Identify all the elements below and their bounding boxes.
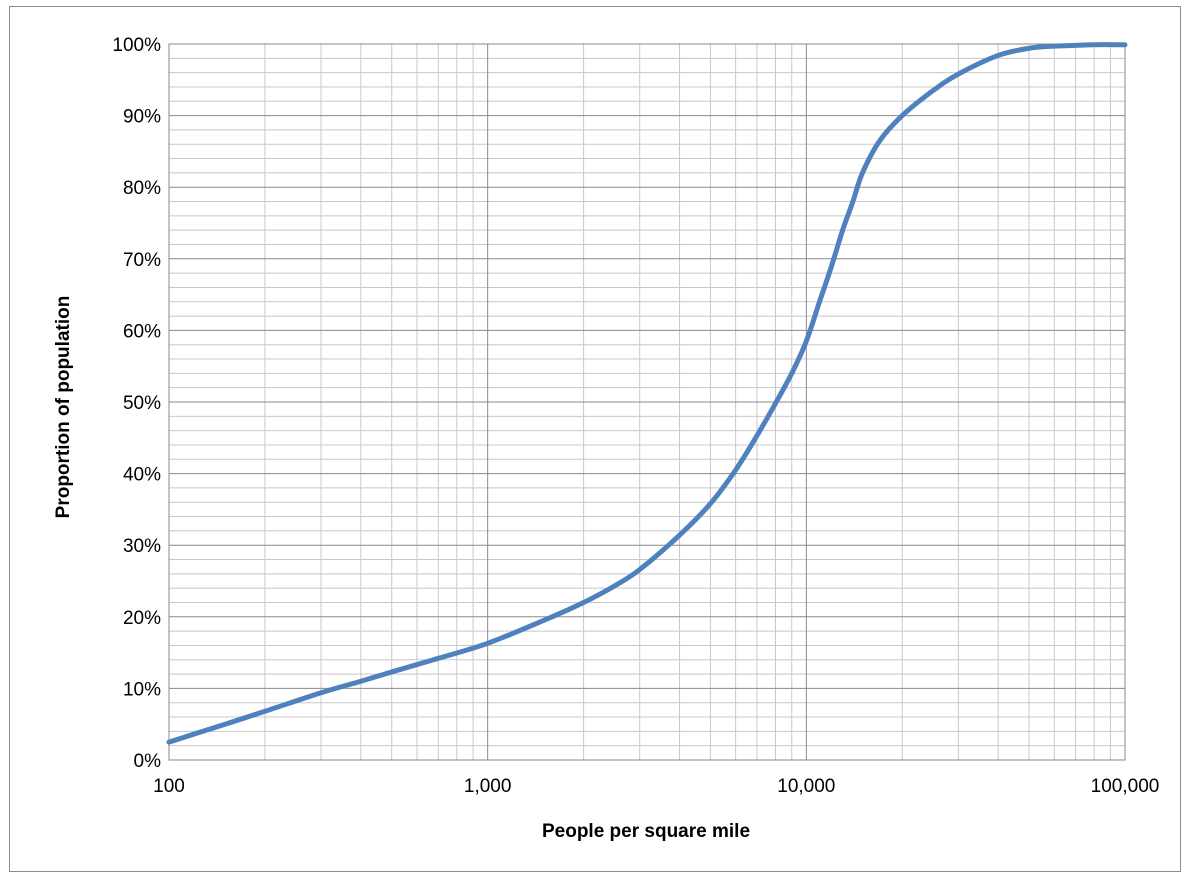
y-tick-label: 40% [123, 465, 161, 486]
y-tick-label: 50% [123, 393, 161, 414]
x-tick-label: 10,000 [777, 776, 835, 797]
series-line [166, 42, 1128, 745]
series-layer [166, 42, 1128, 745]
y-tick-label: 30% [123, 536, 161, 557]
y-axis-title: Proportion of population [53, 296, 74, 519]
plot-area-border [168, 43, 1126, 761]
x-tick-label: 1,000 [464, 776, 512, 797]
x-tick-label: 100 [153, 776, 185, 797]
y-tick-label: 70% [123, 250, 161, 271]
y-tick-label: 20% [123, 608, 161, 629]
line-chart: 0% 10% 20% 30% 40% 50% 60% 70% 80% 90% 100% 100 1,0… [53, 35, 1159, 842]
y-tick-label: 90% [123, 107, 161, 128]
x-tick-label: 100,000 [1091, 776, 1160, 797]
y-tick-label: 80% [123, 178, 161, 199]
y-tick-label: 60% [123, 321, 161, 342]
x-axis-title: People per square mile [542, 821, 750, 842]
plot-border [168, 43, 1126, 761]
x-tick-labels: 100 1,000 10,000 100,000 [153, 776, 1159, 797]
y-tick-label: 0% [134, 751, 162, 772]
y-tick-label: 10% [123, 679, 161, 700]
y-tick-label: 100% [112, 35, 161, 56]
major-gridlines [168, 43, 1126, 761]
chart-area: 0% 10% 20% 30% 40% 50% 60% 70% 80% 90% 100% 100 1,0… [9, 6, 1181, 872]
y-tick-labels: 0% 10% 20% 30% 40% 50% 60% 70% 80% 90% 100% [112, 35, 161, 772]
